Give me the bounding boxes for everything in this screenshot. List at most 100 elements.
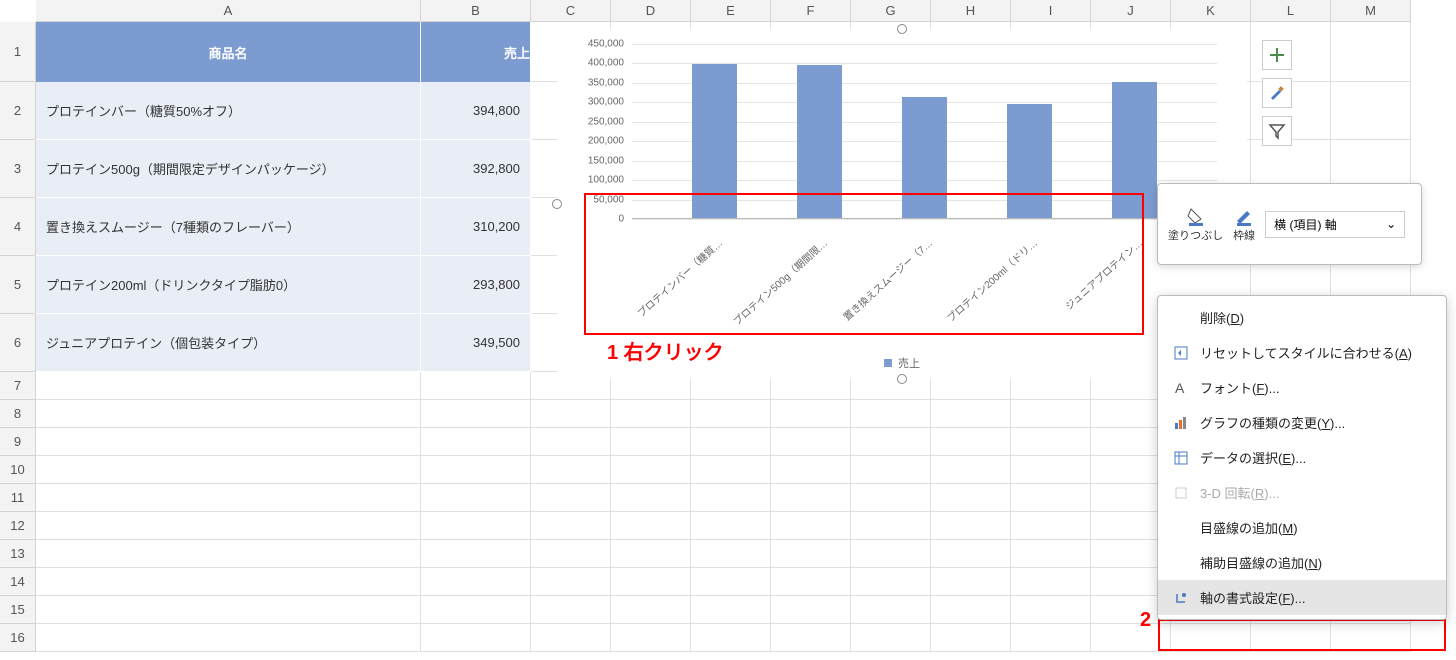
cell[interactable] [771, 400, 851, 428]
cell[interactable] [851, 484, 931, 512]
col-header-E[interactable]: E [691, 0, 771, 22]
col-header-K[interactable]: K [1171, 0, 1251, 22]
cell[interactable] [771, 484, 851, 512]
cell[interactable] [36, 596, 421, 624]
cell[interactable] [771, 456, 851, 484]
chart-plus-button[interactable] [1262, 40, 1292, 70]
row-header-1[interactable]: 1 [0, 22, 36, 82]
cell[interactable] [1011, 456, 1091, 484]
cell[interactable] [1011, 540, 1091, 568]
row-header-7[interactable]: 7 [0, 372, 36, 400]
cell[interactable] [36, 568, 421, 596]
chart-handle-bottom[interactable] [897, 374, 907, 384]
chart-handle-left[interactable] [552, 199, 562, 209]
cell[interactable] [691, 400, 771, 428]
col-header-L[interactable]: L [1251, 0, 1331, 22]
cell[interactable] [691, 568, 771, 596]
cell[interactable] [531, 596, 611, 624]
cell[interactable] [611, 624, 691, 652]
cell[interactable] [531, 512, 611, 540]
cell[interactable] [1011, 624, 1091, 652]
cell[interactable] [36, 456, 421, 484]
cell[interactable] [36, 484, 421, 512]
cell[interactable] [931, 540, 1011, 568]
context-menu-item[interactable]: 削除(D) [1158, 300, 1446, 335]
cell[interactable] [531, 428, 611, 456]
cell[interactable] [36, 624, 421, 652]
row-header-6[interactable]: 6 [0, 314, 36, 372]
cell[interactable] [851, 596, 931, 624]
col-header-A[interactable]: A [36, 0, 421, 22]
cell[interactable] [691, 624, 771, 652]
cell[interactable] [611, 568, 691, 596]
cell[interactable] [851, 428, 931, 456]
cell[interactable] [421, 596, 531, 624]
cell[interactable] [851, 540, 931, 568]
cell[interactable] [1331, 22, 1411, 82]
cell[interactable] [531, 540, 611, 568]
row-header-4[interactable]: 4 [0, 198, 36, 256]
context-menu-item[interactable]: データの選択(E)... [1158, 440, 1446, 475]
table-row[interactable]: 置き換えスムージー（7種類のフレーバー）310,200 [36, 198, 531, 256]
cell[interactable] [611, 428, 691, 456]
cell[interactable] [851, 624, 931, 652]
cell[interactable] [851, 400, 931, 428]
table-row[interactable]: プロテイン500g（期間限定デザインパッケージ）392,800 [36, 140, 531, 198]
outline-button[interactable]: 枠線 [1233, 205, 1255, 243]
fill-button[interactable]: 塗りつぶし [1168, 205, 1223, 243]
cell[interactable] [771, 568, 851, 596]
col-header-C[interactable]: C [531, 0, 611, 22]
cell[interactable] [1011, 596, 1091, 624]
cell[interactable] [611, 484, 691, 512]
cell[interactable] [1011, 428, 1091, 456]
cell[interactable] [421, 568, 531, 596]
cell[interactable] [611, 456, 691, 484]
cell[interactable] [931, 428, 1011, 456]
context-menu-item[interactable]: リセットしてスタイルに合わせる(A) [1158, 335, 1446, 370]
cell[interactable] [1011, 512, 1091, 540]
cell[interactable] [611, 400, 691, 428]
cell[interactable] [1331, 82, 1411, 140]
cell[interactable] [421, 540, 531, 568]
cell[interactable] [36, 400, 421, 428]
cell[interactable] [36, 428, 421, 456]
table-row[interactable]: プロテインバー（糖質50%オフ）394,800 [36, 82, 531, 140]
cell[interactable] [771, 512, 851, 540]
cell[interactable] [771, 596, 851, 624]
cell[interactable] [1011, 568, 1091, 596]
row-header-12[interactable]: 12 [0, 512, 36, 540]
cell[interactable] [691, 540, 771, 568]
context-menu-item[interactable]: グラフの種類の変更(Y)... [1158, 405, 1446, 440]
cell[interactable] [931, 596, 1011, 624]
cell[interactable] [611, 540, 691, 568]
cell[interactable] [851, 456, 931, 484]
chart-handle-top[interactable] [897, 24, 907, 34]
cell[interactable] [851, 512, 931, 540]
cell[interactable] [931, 400, 1011, 428]
context-menu-item[interactable]: 軸の書式設定(F)... [1158, 580, 1446, 615]
table-row[interactable]: ジュニアプロテイン（個包装タイプ）349,500 [36, 314, 531, 372]
context-menu-item[interactable]: Aフォント(F)... [1158, 370, 1446, 405]
cell[interactable] [931, 512, 1011, 540]
cell[interactable] [691, 596, 771, 624]
cell[interactable] [1011, 400, 1091, 428]
row-header-16[interactable]: 16 [0, 624, 36, 652]
cell[interactable] [771, 540, 851, 568]
row-header-3[interactable]: 3 [0, 140, 36, 198]
cell[interactable] [421, 624, 531, 652]
cell[interactable] [421, 428, 531, 456]
row-header-5[interactable]: 5 [0, 256, 36, 314]
cell[interactable] [421, 456, 531, 484]
cell[interactable] [771, 624, 851, 652]
cell[interactable] [691, 512, 771, 540]
cell[interactable] [931, 624, 1011, 652]
col-header-F[interactable]: F [771, 0, 851, 22]
context-menu-item[interactable]: 目盛線の追加(M) [1158, 510, 1446, 545]
chart-legend[interactable]: 売上 [884, 355, 920, 371]
chart-filter-button[interactable] [1262, 116, 1292, 146]
cell[interactable] [36, 372, 421, 400]
table-row[interactable]: プロテイン200ml（ドリンクタイプ脂肪0）293,800 [36, 256, 531, 314]
row-header-13[interactable]: 13 [0, 540, 36, 568]
cell[interactable] [531, 624, 611, 652]
cell[interactable] [771, 428, 851, 456]
